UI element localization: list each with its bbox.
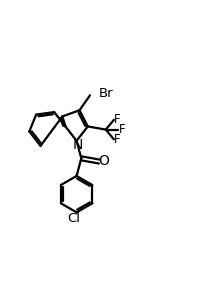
Text: F: F — [119, 123, 125, 136]
Text: F: F — [114, 113, 121, 126]
Text: O: O — [99, 154, 109, 168]
Text: Cl: Cl — [67, 212, 80, 225]
Text: F: F — [114, 133, 121, 146]
Text: Br: Br — [99, 87, 113, 100]
Text: N: N — [73, 138, 83, 152]
